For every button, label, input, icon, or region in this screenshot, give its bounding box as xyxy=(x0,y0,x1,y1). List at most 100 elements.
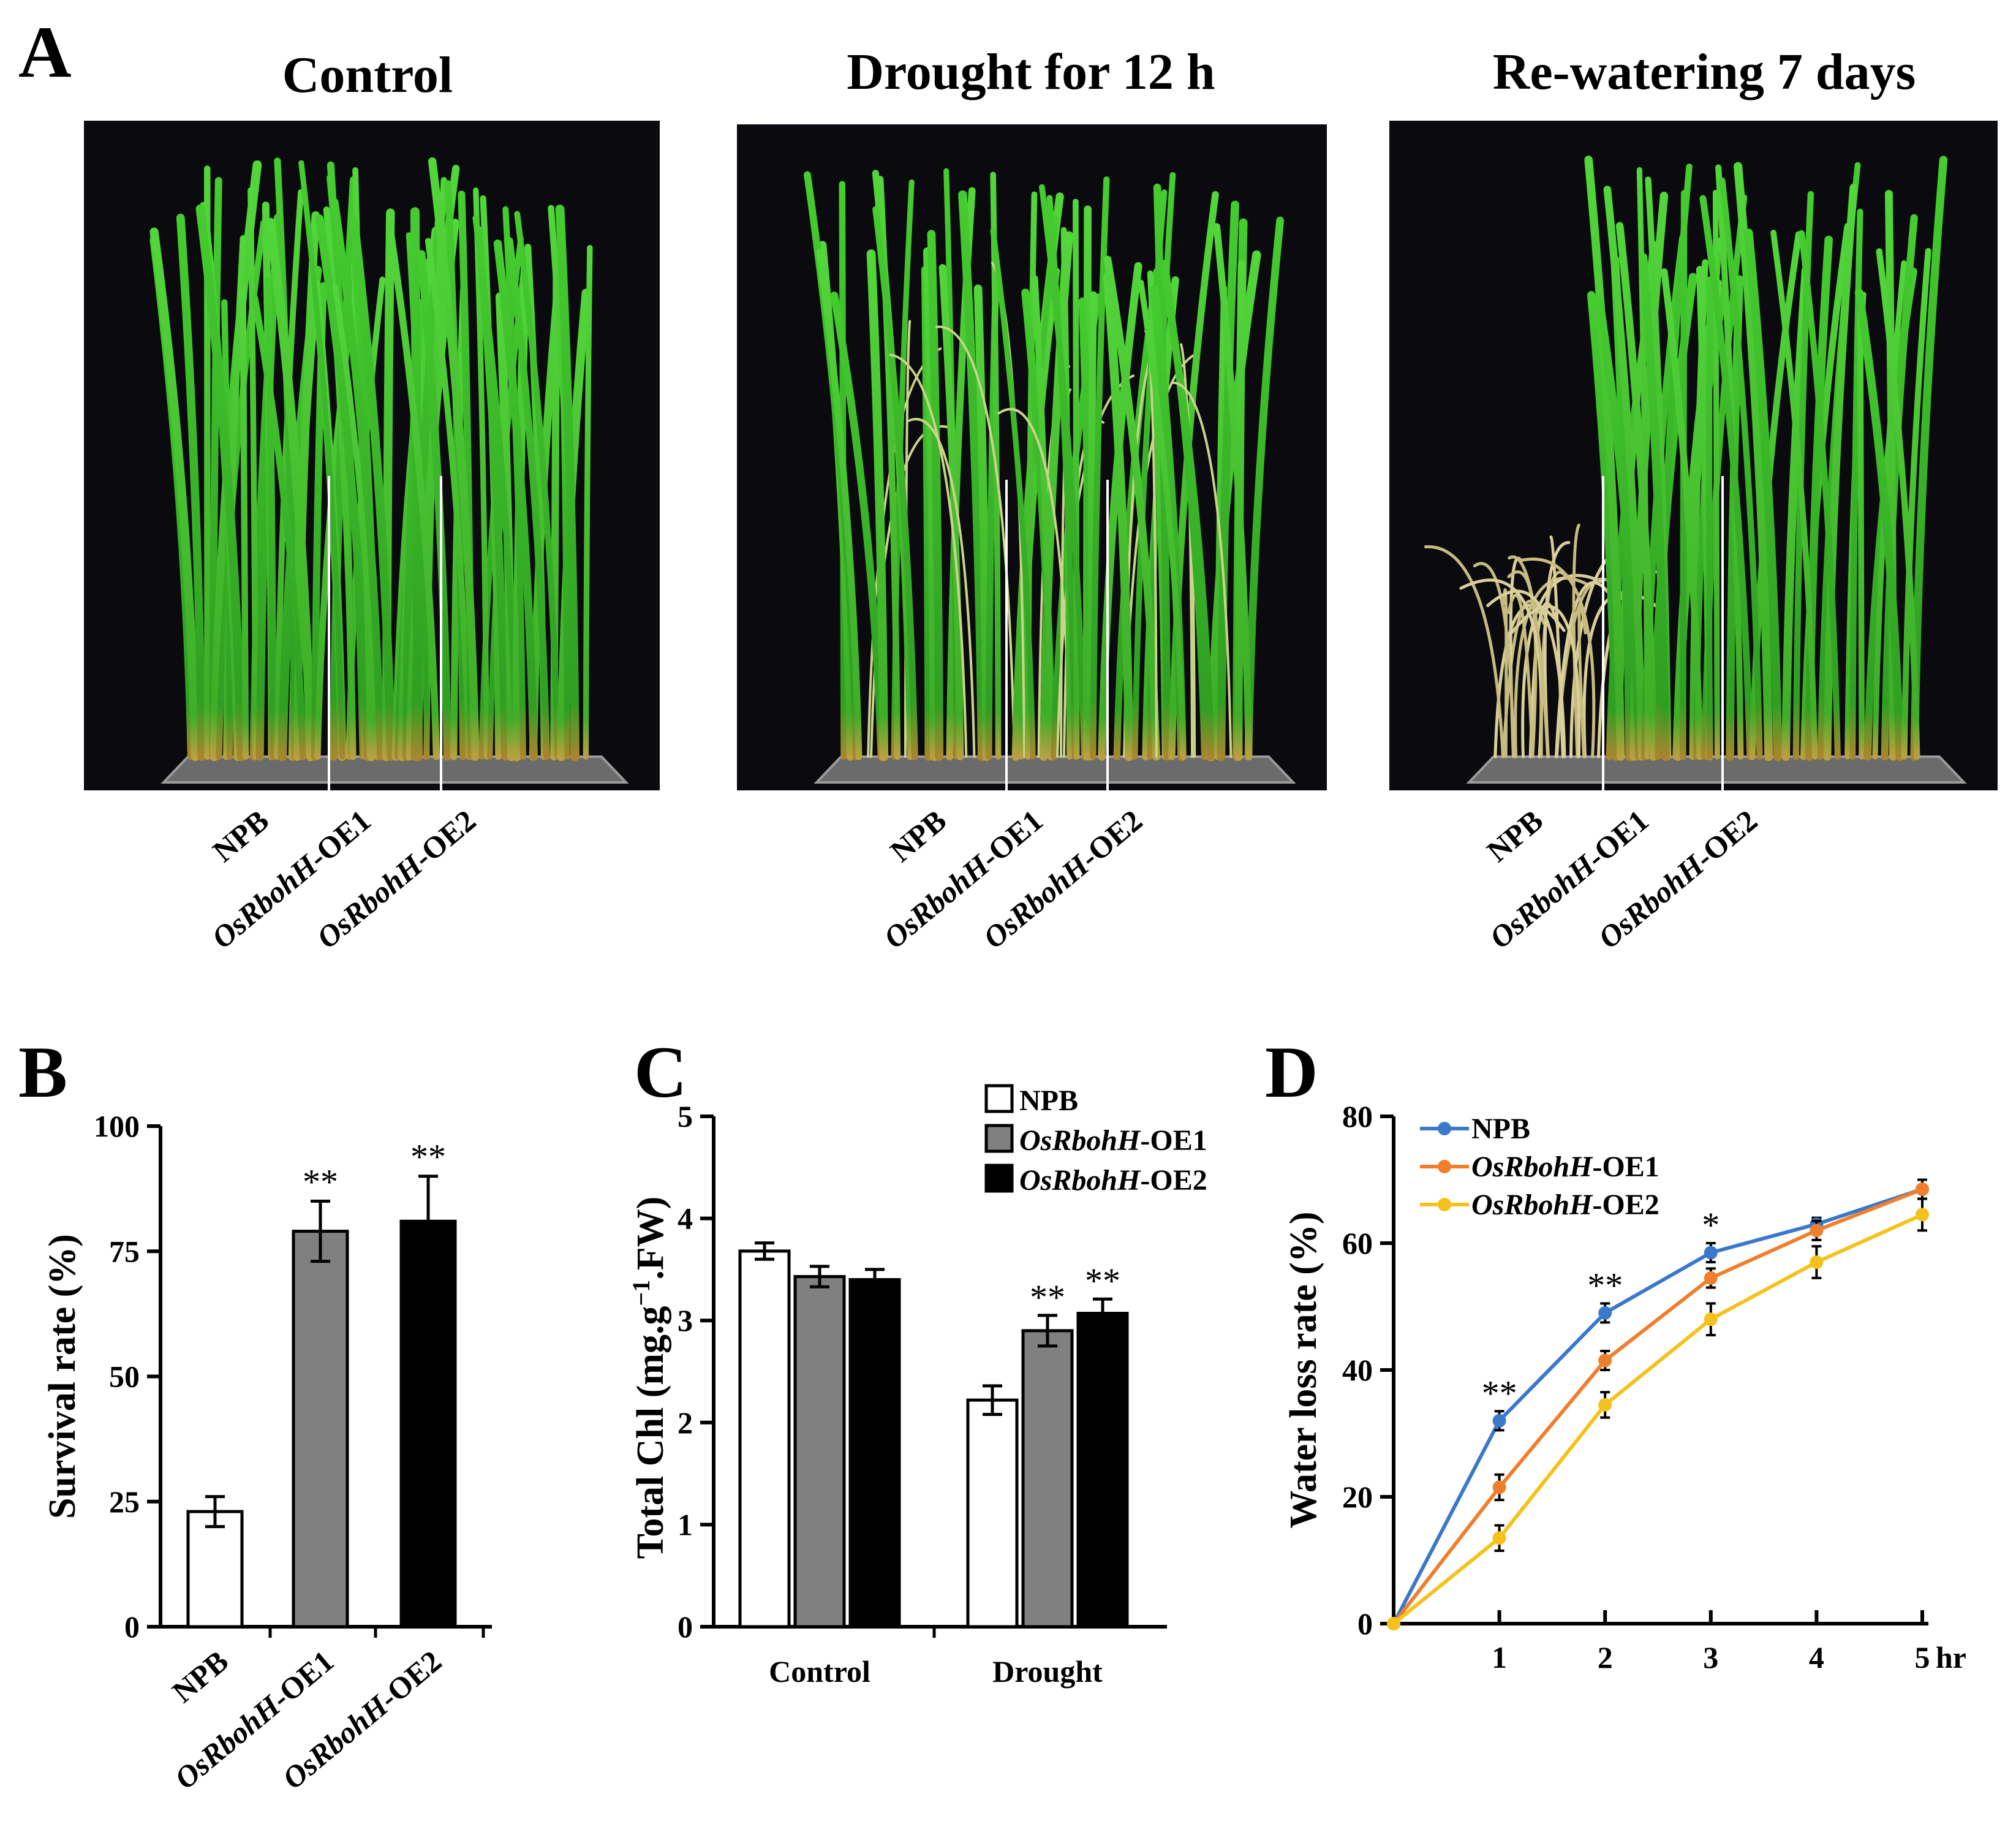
y-tick-label: 3 xyxy=(678,1303,693,1338)
y-tick-label: 100 xyxy=(94,1109,140,1143)
y-tick-label: 60 xyxy=(1342,1226,1373,1260)
y-title-part: .FW) xyxy=(630,1197,671,1280)
tray xyxy=(1469,757,1964,782)
data-point xyxy=(1916,1208,1929,1221)
bar-drought-2 xyxy=(1023,1331,1072,1627)
y-tick-label: 1 xyxy=(678,1507,693,1542)
y-axis-title: Survival rate (%) xyxy=(42,1234,83,1519)
data-point xyxy=(1387,1617,1400,1630)
bar-osrbohh-oe1 xyxy=(293,1232,347,1627)
x-tick-label: 1 xyxy=(1492,1640,1507,1675)
photo-2: Drought for 12 hNPBOsRbohH-OE1OsRbohH-OE… xyxy=(737,44,1327,955)
significance-mark: ** xyxy=(1030,1277,1065,1317)
data-point xyxy=(1916,1183,1929,1196)
y-tick-label: 4 xyxy=(678,1201,693,1236)
gene-name: OsRbohH xyxy=(1471,1189,1593,1221)
bar-control-1 xyxy=(740,1251,789,1627)
x-tick-label: 5 xyxy=(1915,1640,1930,1675)
line-suffix: -OE2 xyxy=(1140,1164,1207,1197)
x-axis-unit: hr xyxy=(1936,1640,1966,1675)
chart-total-chl: 012345Control****DroughtNPBOsRbohH-OE1Os… xyxy=(627,1084,1207,1689)
x-tick-label: 4 xyxy=(1809,1640,1824,1675)
legend-label: OsRbohH-OE2 xyxy=(1471,1189,1659,1221)
data-point xyxy=(1704,1246,1718,1260)
panel-label-b: B xyxy=(18,1031,67,1113)
gene-name: OsRbohH xyxy=(1019,1124,1141,1157)
bar-control-3 xyxy=(850,1280,899,1627)
y-tick-label: 20 xyxy=(1342,1480,1373,1514)
legend-label: OsRbohH-OE1 xyxy=(1471,1151,1659,1183)
chart-survival-rate: 0255075100NPB**OsRbohH-OE1**OsRbohH-OE2S… xyxy=(42,1109,492,1796)
y-tick-label: 5 xyxy=(678,1099,693,1133)
line-suffix: -OE2 xyxy=(1592,1189,1659,1221)
y-tick-label: 75 xyxy=(109,1234,140,1268)
photo-title: Re-watering 7 days xyxy=(1493,44,1916,100)
gene-name: OsRbohH xyxy=(877,847,997,955)
bar-control-2 xyxy=(795,1277,844,1627)
y-title-part: Total Chl (mg.g xyxy=(630,1306,671,1559)
significance-mark: ** xyxy=(303,1162,338,1202)
legend-marker xyxy=(1438,1198,1451,1211)
legend-label: NPB xyxy=(1471,1113,1530,1145)
y-tick-label: 2 xyxy=(678,1406,693,1440)
data-point xyxy=(1704,1312,1718,1326)
genotype-label-npb: NPB xyxy=(206,803,275,869)
x-category-label: Drought xyxy=(992,1654,1103,1689)
data-point xyxy=(1810,1224,1823,1237)
y-tick-label: 40 xyxy=(1342,1353,1373,1387)
data-point xyxy=(1598,1398,1612,1412)
data-point xyxy=(1598,1353,1612,1367)
genotype-label-npb: NPB xyxy=(1480,803,1549,869)
bar-drought-3 xyxy=(1078,1314,1127,1627)
y-tick-label: 0 xyxy=(1357,1606,1373,1641)
data-point xyxy=(1810,1255,1823,1269)
gene-name: OsRbohH xyxy=(1471,1151,1593,1183)
y-tick-label: 25 xyxy=(109,1485,140,1519)
photo-title: Control xyxy=(282,47,453,104)
bar-npb xyxy=(188,1512,242,1627)
legend-label: OsRbohH-OE2 xyxy=(1019,1164,1207,1197)
rice-leaf xyxy=(1860,293,1862,757)
panel-label-d: D xyxy=(1265,1031,1318,1113)
bar-osrbohh-oe2 xyxy=(401,1221,455,1627)
x-tick-label: 2 xyxy=(1598,1640,1613,1675)
legend-label: NPB xyxy=(1019,1084,1078,1117)
data-point xyxy=(1493,1480,1506,1494)
legend-swatch xyxy=(986,1126,1012,1151)
y-axis-title: Water loss rate (%) xyxy=(1283,1211,1324,1528)
photo-panels: ControlNPBOsRbohH-OE1OsRbohH-OE2Drought … xyxy=(84,44,1998,955)
category-name: NPB xyxy=(165,1644,235,1709)
data-point xyxy=(1704,1271,1718,1285)
y-tick-label: 0 xyxy=(678,1610,693,1644)
y-tick-label: 50 xyxy=(109,1360,140,1394)
y-axis-title: Total Chl (mg.g−1.FW) xyxy=(627,1197,672,1559)
rice-leaf xyxy=(243,287,246,757)
y-tick-label: 0 xyxy=(124,1610,140,1644)
significance-mark: ** xyxy=(1482,1373,1517,1413)
significance-mark: * xyxy=(1702,1205,1720,1245)
series-line-3 xyxy=(1394,1214,1922,1624)
series-name: NPB xyxy=(1471,1113,1530,1145)
legend-marker xyxy=(1438,1122,1451,1135)
legend-label: OsRbohH-OE1 xyxy=(1019,1124,1207,1157)
legend-swatch xyxy=(986,1165,1012,1191)
significance-mark: ** xyxy=(410,1137,446,1177)
y-title-superscript: −1 xyxy=(627,1280,655,1306)
data-point xyxy=(1493,1531,1506,1545)
significance-mark: ** xyxy=(1085,1261,1120,1301)
line-suffix: -OE1 xyxy=(1592,1151,1659,1183)
line-suffix: -OE1 xyxy=(1140,1124,1207,1157)
x-tick-label: NPB xyxy=(165,1644,235,1709)
bar-drought-1 xyxy=(968,1400,1017,1627)
photo-title: Drought for 12 h xyxy=(847,44,1215,100)
legend-swatch xyxy=(986,1086,1012,1111)
x-category-label: Control xyxy=(769,1654,870,1689)
significance-mark: ** xyxy=(1587,1265,1623,1305)
genotype-label-npb: NPB xyxy=(883,803,953,869)
photo-3: Re-watering 7 daysNPBOsRbohH-OE1OsRbohH-… xyxy=(1389,44,1998,955)
y-tick-label: 80 xyxy=(1342,1099,1373,1133)
gene-name: OsRbohH xyxy=(1019,1164,1141,1197)
data-point xyxy=(1598,1306,1612,1320)
